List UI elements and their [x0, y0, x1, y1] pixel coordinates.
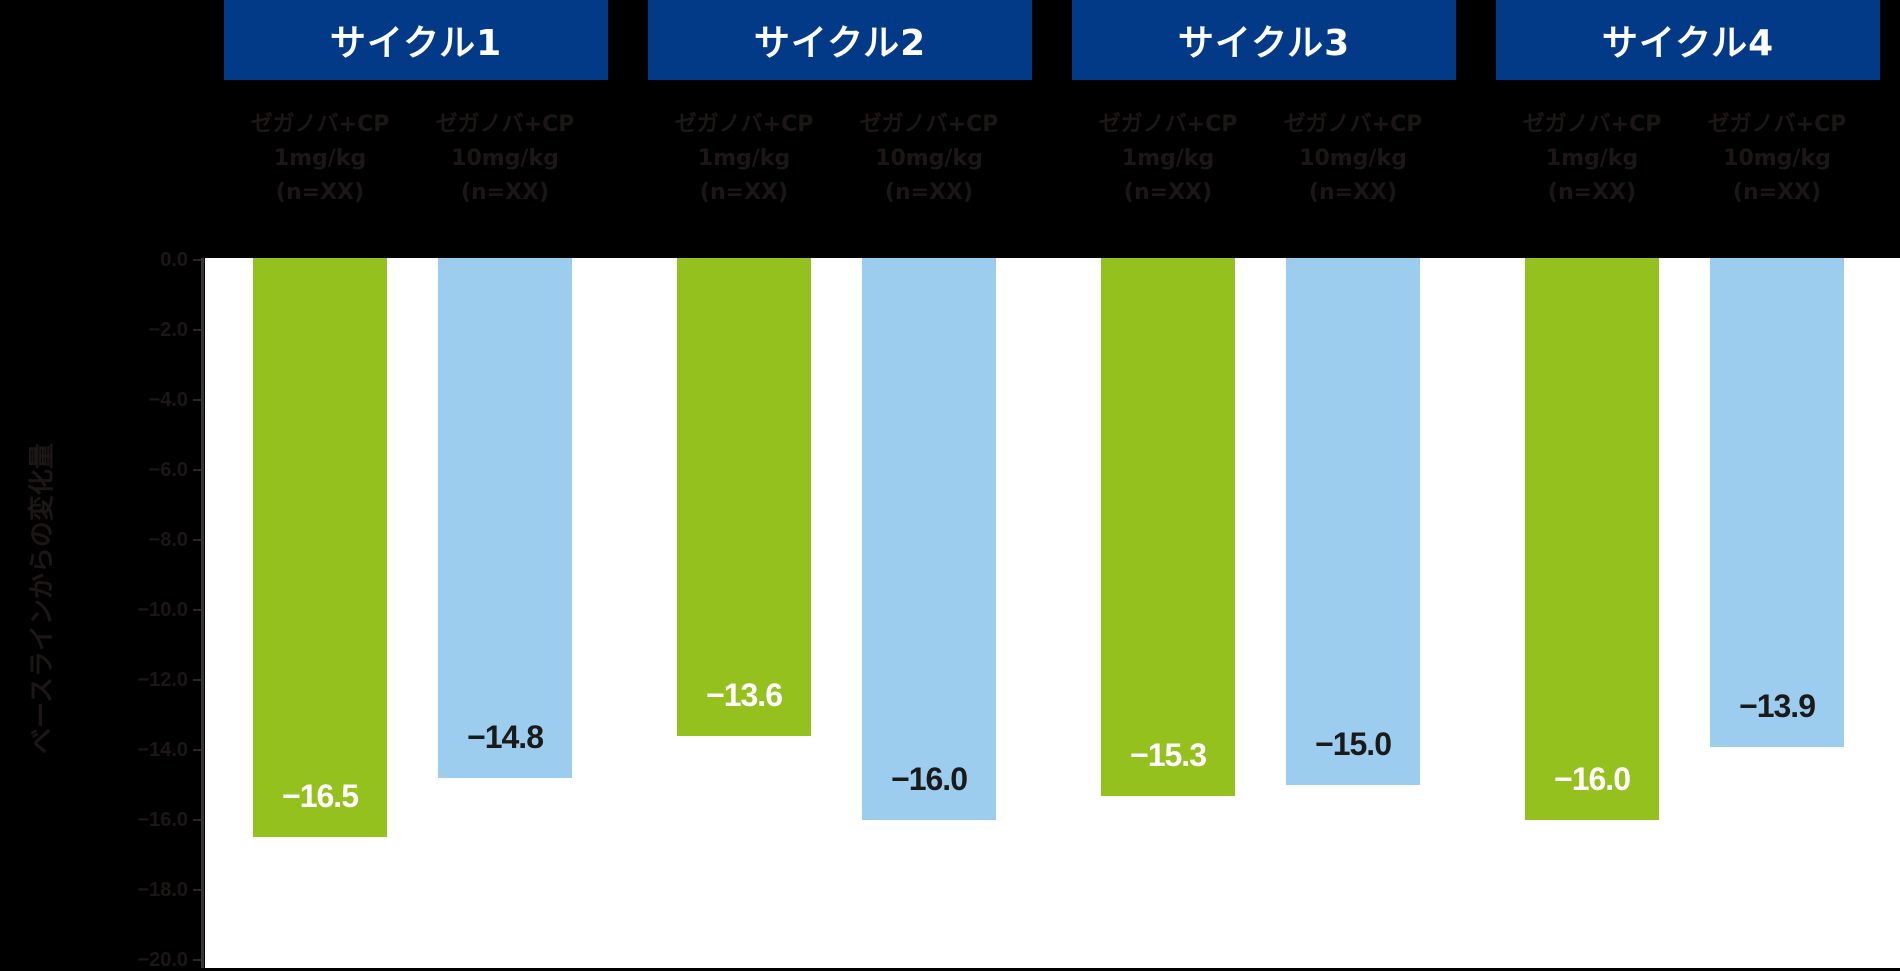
bar-value-label: −16.0 [1554, 761, 1631, 797]
tick-label: −8.0 [148, 529, 188, 551]
tick-label: −14.0 [137, 739, 188, 761]
y-axis-line [201, 258, 204, 968]
tick [193, 679, 201, 681]
tick-label: −20.0 [137, 949, 188, 971]
tick-label: −4.0 [148, 389, 188, 411]
group-label-b: ゼガノバ+CP 10mg/kg (n=XX) [859, 112, 999, 205]
group-label-a: ゼガノバ+CP 1mg/kg (n=XX) [674, 112, 814, 205]
group-label-a: ゼガノバ+CP 1mg/kg (n=XX) [250, 112, 390, 205]
group-label-b: ゼガノバ+CP 10mg/kg (n=XX) [1283, 112, 1423, 205]
tick-label: −12.0 [137, 669, 188, 691]
bar-value-label: −15.0 [1315, 726, 1392, 762]
bar-cycle3-group-b: −15.0 [1286, 258, 1420, 785]
y-axis-label: ベースラインからの変化量 [26, 443, 57, 754]
bar-cycle4-group-b: −13.9 [1710, 258, 1844, 747]
bar-cycle3-group-a: −15.3 [1101, 258, 1235, 796]
tick [193, 539, 201, 541]
tick [193, 959, 201, 961]
tick-label: −6.0 [148, 459, 188, 481]
cycle-4-header: サイクル4 [1496, 0, 1880, 80]
group-label-b: ゼガノバ+CP 10mg/kg (n=XX) [1707, 112, 1847, 205]
group-label-a: ゼガノバ+CP 1mg/kg (n=XX) [1098, 112, 1238, 205]
tick [193, 819, 201, 821]
tick [193, 329, 201, 331]
tick-label: −18.0 [137, 879, 188, 901]
cycle-3-header: サイクル3 [1072, 0, 1456, 80]
bar-value-label: −15.3 [1130, 737, 1207, 773]
bar-cycle2-group-b: −16.0 [862, 258, 996, 820]
cycle-1-header: サイクル1 [224, 0, 608, 80]
cycle-2-header: サイクル2 [648, 0, 1032, 80]
bar-cycle1-group-b: −14.8 [438, 258, 572, 778]
bar-cycle4-group-a: −16.0 [1525, 258, 1659, 820]
tick-label: −10.0 [137, 599, 188, 621]
tick-label: 0.0 [160, 249, 188, 271]
bar-value-label: −13.9 [1739, 688, 1816, 724]
tick [193, 259, 201, 261]
tick [193, 749, 201, 751]
tick [193, 399, 201, 401]
tick [193, 469, 201, 471]
tick-label: −16.0 [137, 809, 188, 831]
bar-value-label: −14.8 [467, 719, 544, 755]
tick-label: −2.0 [148, 319, 188, 341]
tick [193, 889, 201, 891]
group-label-a: ゼガノバ+CP 1mg/kg (n=XX) [1522, 112, 1662, 205]
bar-value-label: −13.6 [706, 677, 783, 713]
bar-value-label: −16.0 [891, 761, 968, 797]
bar-cycle1-group-a: −16.5 [253, 258, 387, 837]
tick [193, 609, 201, 611]
group-label-b: ゼガノバ+CP 10mg/kg (n=XX) [435, 112, 575, 205]
bar-cycle2-group-a: −13.6 [677, 258, 811, 736]
bar-value-label: −16.5 [282, 778, 359, 814]
